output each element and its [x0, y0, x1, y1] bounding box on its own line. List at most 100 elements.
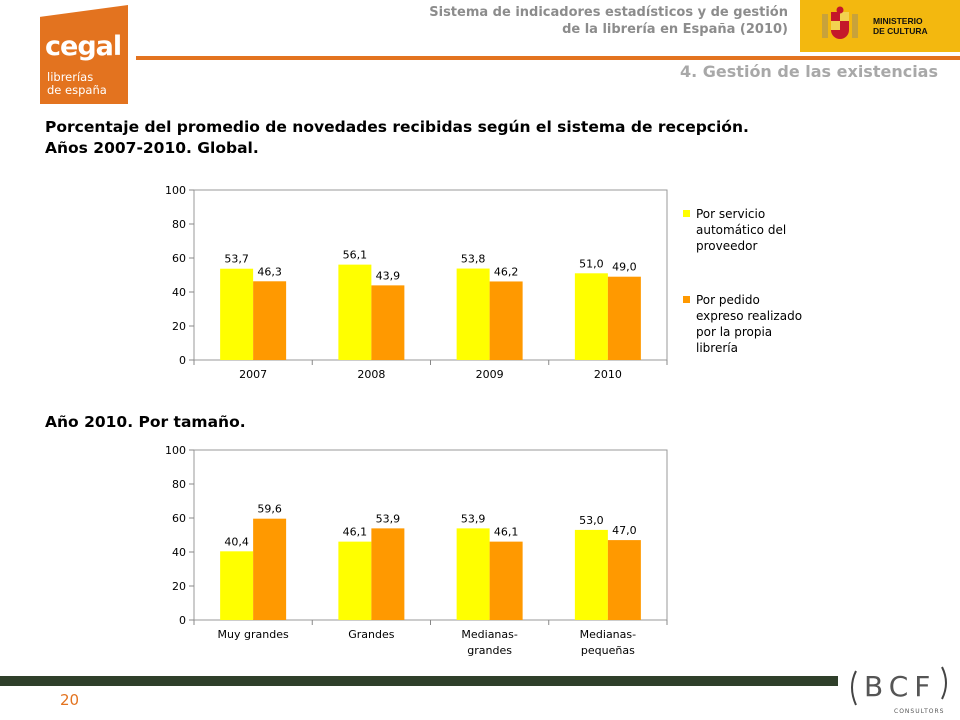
legend-label-line: Por pedido	[696, 293, 760, 307]
section-title: 4. Gestión de las existencias	[680, 62, 938, 81]
chart2-ytick-label: 100	[165, 444, 186, 457]
chart1-ytick-label: 60	[172, 252, 186, 265]
chart2-ytick-label: 0	[179, 614, 186, 627]
legend-label-line: automático del	[696, 223, 786, 237]
bcf-subtitle: CONSULTORS	[894, 708, 944, 715]
chart2-bar-s2	[371, 528, 405, 620]
legend-label-s1: Por servicio automático del proveedor	[696, 207, 786, 253]
chart1-category-line: 2007	[239, 368, 267, 381]
header-title: Sistema de indicadores estadísticos y de…	[429, 4, 788, 38]
chart1-ytick-label: 40	[172, 286, 186, 299]
bcf-letters: BCF	[864, 670, 936, 703]
chart2-category-line: Grandes	[348, 628, 395, 641]
chart1-bar-s2	[253, 281, 287, 360]
page-number: 20	[60, 691, 80, 709]
legend-label-line: expreso realizado	[696, 309, 802, 323]
chart1-ytick-label: 100	[165, 184, 186, 197]
ministry-name: MINISTERIO DE CULTURA	[873, 16, 928, 36]
chart1-category-line: 2009	[476, 368, 504, 381]
chart2-bar-s1	[574, 529, 608, 620]
chart2-bar-s1	[456, 528, 490, 620]
chart2-category-line: Medianas-	[461, 628, 517, 641]
chart-global: 0 20 40 60 80 100 2007 53,7 46,3 2008 56,1 43,9 2009…	[165, 184, 668, 381]
ministry-logo: MINISTERIO DE CULTURA	[800, 0, 960, 52]
header-divider	[136, 56, 960, 60]
chart1-bar-s1	[574, 273, 608, 360]
bcf-logo: BCF CONSULTORS	[851, 666, 947, 715]
chart1-bar-s2	[607, 276, 641, 360]
logo-line1: librerías	[47, 70, 94, 84]
chart2-data-label: 46,1	[343, 526, 368, 539]
legend-label-line: librería	[696, 341, 738, 355]
coat-of-arms-icon	[822, 6, 858, 39]
chart2-ytick-label: 80	[172, 478, 186, 491]
ministry-line2: DE CULTURA	[873, 26, 928, 36]
chart2-category-label: Grandes	[348, 628, 395, 641]
chart-legend: Por servicio automático del proveedor Por p…	[683, 207, 802, 355]
legend-label-s2: Por pedido expreso realizado por la propia…	[696, 293, 802, 355]
chart2-title: Año 2010. Por tamaño.	[45, 413, 246, 431]
chart2-category-label: Medianas-pequeñas	[580, 628, 636, 657]
chart1-category-label: 2009	[476, 368, 504, 381]
chart2-bar-s1	[338, 541, 372, 620]
chart1-category-label: 2007	[239, 368, 267, 381]
chart2-ytick-label: 20	[172, 580, 186, 593]
chart1-data-label: 43,9	[376, 269, 401, 282]
chart2-bar-s1	[220, 551, 254, 620]
chart1-category-label: 2010	[594, 368, 622, 381]
chart1-ytick-label: 80	[172, 218, 186, 231]
chart1-title-line2: Años 2007-2010. Global.	[45, 139, 259, 157]
chart1-data-label: 46,2	[494, 265, 519, 278]
chart-size: 0 20 40 60 80 100 Muy grandes 40,4 59,6 Grandes 46…	[165, 444, 668, 657]
legend-label-line: Por servicio	[696, 207, 765, 221]
legend-swatch-s2	[683, 296, 690, 303]
footer-bar	[0, 676, 838, 686]
legend-label-line: proveedor	[696, 239, 757, 253]
chart1-data-label: 49,0	[612, 261, 637, 274]
chart1-bar-s1	[220, 268, 254, 360]
chart2-data-label: 59,6	[257, 503, 282, 516]
chart2-ytick-label: 60	[172, 512, 186, 525]
chart2-category-label: Muy grandes	[218, 628, 289, 641]
chart1-bar-s2	[489, 281, 523, 360]
chart2-data-label: 46,1	[494, 526, 519, 539]
chart2-category-line: grandes	[467, 644, 512, 657]
chart2-data-label: 53,9	[461, 512, 486, 525]
chart2-bar-s2	[607, 540, 641, 620]
chart1-bar-s1	[338, 264, 372, 360]
chart1-title-line1: Porcentaje del promedio de novedades rec…	[45, 118, 749, 136]
header-line2: de la librería en España (2010)	[562, 22, 788, 37]
chart1-data-label: 56,1	[343, 249, 368, 262]
chart1-ytick-label: 20	[172, 320, 186, 333]
chart1-title: Porcentaje del promedio de novedades rec…	[45, 117, 749, 159]
logo-subtitle: librerías de españa	[47, 71, 107, 97]
chart2-data-label: 47,0	[612, 524, 637, 537]
chart2-category-line: pequeñas	[581, 644, 635, 657]
chart1-ytick-label: 0	[179, 354, 186, 367]
chart1-bar-s2	[371, 285, 405, 360]
chart2-data-label: 40,4	[224, 535, 249, 548]
legend-label-line: por la propia	[696, 325, 772, 339]
logo-brand: cegal	[45, 31, 122, 62]
legend-swatch-s1	[683, 210, 690, 217]
chart2-category-line: Medianas-	[580, 628, 636, 641]
chart1-category-line: 2010	[594, 368, 622, 381]
chart1-data-label: 51,0	[579, 257, 604, 270]
ministry-line1: MINISTERIO	[873, 16, 923, 26]
chart1-data-label: 53,7	[224, 253, 249, 266]
chart2-bar-s2	[253, 518, 287, 620]
logo-line2: de españa	[47, 83, 107, 97]
chart2-category-label: Medianas-grandes	[461, 628, 517, 657]
chart2-data-label: 53,0	[579, 514, 604, 527]
cegal-logo: cegal librerías de españa	[40, 5, 128, 104]
chart1-bar-s1	[456, 268, 490, 360]
chart1-category-label: 2008	[357, 368, 385, 381]
chart1-data-label: 46,3	[257, 265, 282, 278]
header-line1: Sistema de indicadores estadísticos y de…	[429, 5, 788, 20]
chart2-data-label: 53,9	[376, 512, 401, 525]
chart1-category-line: 2008	[357, 368, 385, 381]
chart2-bar-s2	[489, 541, 523, 620]
chart2-ytick-label: 40	[172, 546, 186, 559]
chart1-data-label: 53,8	[461, 253, 486, 266]
chart2-category-line: Muy grandes	[218, 628, 289, 641]
